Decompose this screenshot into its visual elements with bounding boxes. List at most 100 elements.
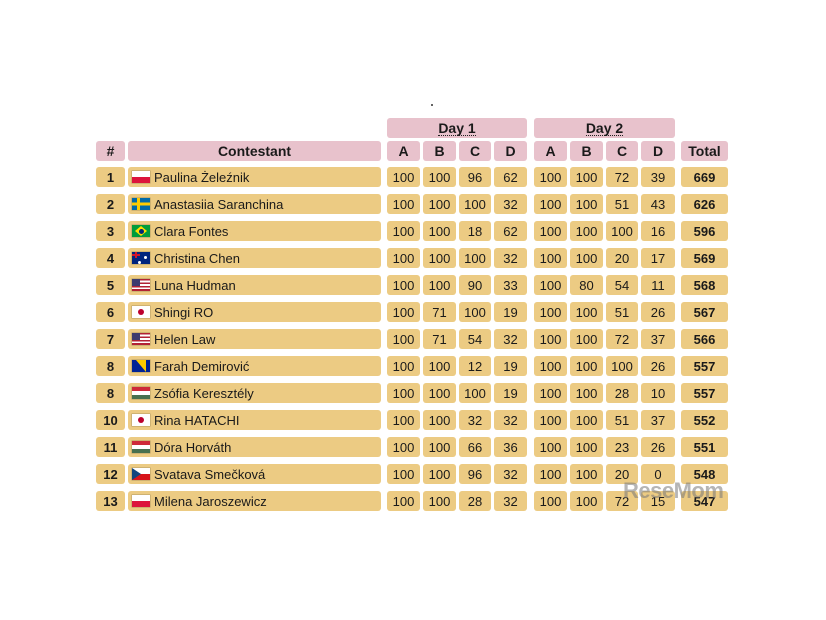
day1-problem-c-score: 32	[459, 410, 491, 430]
day2-problem-d-score: 0	[641, 464, 675, 484]
day1-problem-b-score: 100	[423, 437, 456, 457]
day2-problem-b-score: 100	[570, 248, 603, 268]
day2-problem-b-score: 100	[570, 410, 603, 430]
total-score-cell: 551	[681, 437, 728, 457]
day1-problem-b-score: 100	[423, 491, 456, 511]
day2-header: Day 2	[534, 118, 675, 138]
contestant-cell: Milena Jaroszewicz	[128, 491, 381, 511]
rank-cell: 3	[96, 221, 125, 241]
day1-problem-a-score: 100	[387, 383, 420, 403]
day2-problem-a-score: 100	[534, 356, 567, 376]
contestant-cell: Svatava Smečková	[128, 464, 381, 484]
day1-problem-a-score: 100	[387, 410, 420, 430]
rank-cell: 7	[96, 329, 125, 349]
day1-problem-b-score: 100	[423, 221, 456, 241]
day1-problem-d-score: 32	[494, 491, 527, 511]
day2-problem-d-score: 37	[641, 329, 675, 349]
contestant-name: Luna Hudman	[154, 277, 236, 293]
contestant-name: Shingi RO	[154, 304, 214, 320]
day1-problem-d-score: 36	[494, 437, 527, 457]
day2-problem-a-score: 100	[534, 329, 567, 349]
day1-problem-b-score: 100	[423, 167, 456, 187]
total-score-cell: 669	[681, 167, 728, 187]
day1-problem-b-score: 100	[423, 194, 456, 214]
day2-problem-d-score: 43	[641, 194, 675, 214]
flag-ba-icon	[132, 360, 150, 372]
day2-problem-c-score: 28	[606, 383, 638, 403]
day1-problem-d-score: 62	[494, 221, 527, 241]
total-score-cell: 596	[681, 221, 728, 241]
day2-problem-d-score: 11	[641, 275, 675, 295]
flag-hu-icon	[132, 387, 150, 399]
day2-problem-b-score: 100	[570, 491, 603, 511]
day2-problem-c-score: 72	[606, 329, 638, 349]
day1-problem-d-score: 32	[494, 329, 527, 349]
day1-problem-c-score: 100	[459, 248, 491, 268]
flag-pl-icon	[132, 171, 150, 183]
total-score-cell: 626	[681, 194, 728, 214]
day1-problem-a-score: 100	[387, 248, 420, 268]
rank-cell: 8	[96, 356, 125, 376]
flag-au-icon	[132, 252, 150, 264]
total-score-cell: 557	[681, 356, 728, 376]
day2-problem-d-score: 26	[641, 437, 675, 457]
contestant-name: Milena Jaroszewicz	[154, 493, 267, 509]
day1-problem-b-score: 100	[423, 248, 456, 268]
day1-problem-a-score: 100	[387, 194, 420, 214]
day2-problem-c-score: 23	[606, 437, 638, 457]
day1-problem-a-score: 100	[387, 437, 420, 457]
day1-problem-c-score: 12	[459, 356, 491, 376]
contestant-name: Clara Fontes	[154, 223, 229, 239]
rank-cell: 2	[96, 194, 125, 214]
rank-cell: 11	[96, 437, 125, 457]
day2-problem-b-score: 100	[570, 329, 603, 349]
flag-se-icon	[132, 198, 150, 210]
day1-problem-b-score: 71	[423, 302, 456, 322]
day1-problem-b-score: 100	[423, 464, 456, 484]
day1-problem-d-score: 19	[494, 302, 527, 322]
day1-problem-b-score: 100	[423, 356, 456, 376]
day1-problem-c-score: 100	[459, 302, 491, 322]
contestant-cell: Paulina Żeleźnik	[128, 167, 381, 187]
flag-br-icon	[132, 225, 150, 237]
rank-cell: 4	[96, 248, 125, 268]
stray-dot	[431, 104, 433, 106]
contestant-name: Anastasiia Saranchina	[154, 196, 284, 212]
contestant-cell: Dóra Horváth	[128, 437, 381, 457]
day1-problem-a-score: 100	[387, 221, 420, 241]
day1-problem-d-score: 62	[494, 167, 527, 187]
day2-problem-b-score: 100	[570, 302, 603, 322]
day1-problem-c-score: 100	[459, 194, 491, 214]
total-score-cell: 568	[681, 275, 728, 295]
day1-problem-c-score: 54	[459, 329, 491, 349]
day2-problem-d-score: 26	[641, 302, 675, 322]
total-column-header: Total	[681, 141, 728, 161]
day1-problem-c-score: 28	[459, 491, 491, 511]
day1-problem-d-score: 32	[494, 248, 527, 268]
day2-label: Day 2	[585, 119, 624, 136]
day2-problem-a-score: 100	[534, 248, 567, 268]
day1-problem-d-header: D	[494, 141, 527, 161]
flag-jp-icon	[132, 306, 150, 318]
rank-cell: 6	[96, 302, 125, 322]
day2-problem-a-score: 100	[534, 194, 567, 214]
day2-problem-d-score: 17	[641, 248, 675, 268]
contestant-name: Helen Law	[154, 331, 216, 347]
day1-problem-c-score: 18	[459, 221, 491, 241]
day1-problem-b-score: 100	[423, 275, 456, 295]
day1-problem-b-score: 100	[423, 383, 456, 403]
rank-cell: 10	[96, 410, 125, 430]
contestant-cell: Zsófia Keresztély	[128, 383, 381, 403]
day1-problem-b-score: 71	[423, 329, 456, 349]
day2-problem-b-score: 80	[570, 275, 603, 295]
contestant-name: Dóra Horváth	[154, 439, 232, 455]
day2-problem-a-score: 100	[534, 167, 567, 187]
contestant-cell: Anastasiia Saranchina	[128, 194, 381, 214]
total-score-cell: 552	[681, 410, 728, 430]
day2-problem-c-score: 72	[606, 167, 638, 187]
day1-problem-a-score: 100	[387, 491, 420, 511]
contestant-cell: Luna Hudman	[128, 275, 381, 295]
contestant-name: Zsófia Keresztély	[154, 385, 254, 401]
day1-problem-a-score: 100	[387, 167, 420, 187]
